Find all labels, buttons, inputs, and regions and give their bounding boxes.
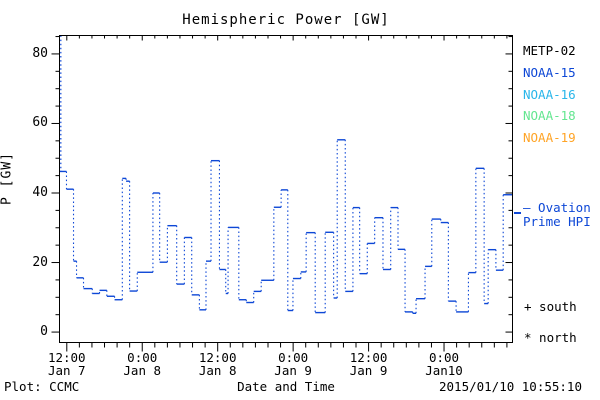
- legend-item-metp-02: METP-02: [523, 43, 576, 58]
- x-tick-date: Jan 9: [349, 363, 388, 378]
- north-marker-legend: * north: [524, 330, 577, 345]
- x-tick-label-jan7-1200: 12:00 Jan 7: [35, 351, 99, 377]
- x-tick-label-jan9-1200: 12:00 Jan 9: [337, 351, 401, 377]
- chart-title: Hemispheric Power [GW]: [182, 12, 390, 28]
- x-axis-title: Date and Time: [237, 379, 335, 394]
- x-tick-date: Jan10: [425, 363, 463, 378]
- x-tick-time: 0:00: [428, 350, 460, 365]
- legend-item-noaa-19: NOAA-19: [523, 130, 576, 145]
- plot-credit: Plot: CCMC: [4, 379, 80, 394]
- y-tick-label-20: 20: [32, 254, 48, 270]
- legend-item-noaa-16: NOAA-16: [523, 87, 576, 102]
- x-tick-date: Jan 7: [47, 363, 86, 378]
- x-tick-label-jan10-000: 0:00 Jan10: [412, 351, 476, 377]
- x-tick-label-jan8-000: 0:00 Jan 8: [110, 351, 174, 377]
- ovation-label-line2: Prime HPI: [523, 214, 591, 229]
- x-tick-time: 12:00: [349, 350, 388, 365]
- x-tick-date: Jan 8: [123, 363, 162, 378]
- x-tick-label-jan8-1200: 12:00 Jan 8: [186, 351, 250, 377]
- ovation-series-marker-icon: [514, 212, 521, 214]
- axes-and-ticks: [51, 35, 513, 352]
- south-marker-legend: + south: [524, 299, 577, 314]
- hpi-step-curve: [59, 35, 513, 314]
- y-tick-label-40: 40: [32, 184, 48, 200]
- y-tick-label-60: 60: [32, 115, 48, 131]
- x-tick-time: 12:00: [47, 350, 86, 365]
- x-tick-label-jan9-000: 0:00 Jan 9: [261, 351, 325, 377]
- x-tick-time: 12:00: [198, 350, 237, 365]
- plot-timestamp: 2015/01/10 10:55:10: [439, 379, 582, 394]
- ovation-label-line1: — Ovation: [523, 200, 591, 215]
- y-tick-label-0: 0: [40, 324, 48, 340]
- legend-item-noaa-18: NOAA-18: [523, 108, 576, 123]
- legend-item-noaa-15: NOAA-15: [523, 65, 576, 80]
- y-tick-label-80: 80: [32, 45, 48, 61]
- x-tick-date: Jan 8: [198, 363, 237, 378]
- y-axis-title: P [GW]: [0, 152, 15, 205]
- ovation-prime-hpi-label: — Ovation Prime HPI: [523, 201, 599, 229]
- x-tick-time: 0:00: [127, 350, 158, 365]
- x-tick-date: Jan 9: [274, 363, 312, 378]
- x-tick-time: 0:00: [278, 350, 309, 365]
